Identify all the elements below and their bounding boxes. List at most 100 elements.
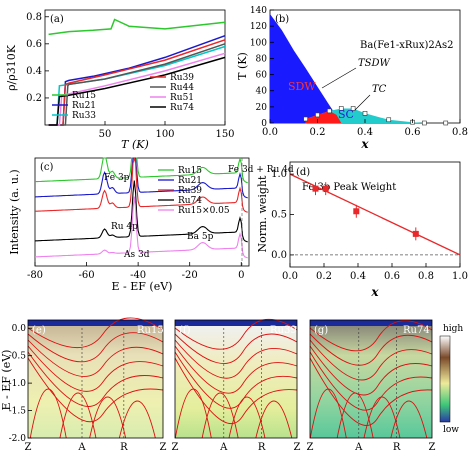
- tc-marker: [303, 116, 308, 122]
- tc-pointer: [354, 94, 371, 111]
- series-line-ru51: [48, 52, 226, 126]
- panel-a-xticks: 50 100 150: [99, 121, 235, 140]
- colorbar-scale: [439, 335, 451, 423]
- panel-e-ylabel: E - EF (eV): [0, 350, 13, 411]
- panel-g-arpes: (g) Ru74: [309, 319, 433, 439]
- data-point: [412, 230, 419, 237]
- panel-c-core-level: (c) Fe 3p Ru 4p As 3d Ba 5p Fe 3d + Ru 4…: [8, 156, 294, 293]
- panel-c-series: [34, 156, 248, 259]
- tc-marker: [338, 106, 344, 111]
- series-line-ru74: [34, 180, 248, 243]
- panel-c-xtick-label: -40: [130, 270, 146, 281]
- panel-d-yticks: 0.0 0.5 1.0: [271, 169, 294, 261]
- panel-f-title: Ru39: [270, 325, 297, 336]
- sc-region-cyan: [305, 108, 446, 123]
- colorbar: high low: [439, 324, 463, 435]
- panel-a-yticks: 0.2 0.4 0.6 0.8: [26, 12, 49, 104]
- data-point: [353, 208, 360, 215]
- series-line-ru74: [48, 56, 226, 126]
- panel-b-regions: [270, 14, 449, 126]
- legend-label-ru33: Ru33: [72, 111, 96, 121]
- panel-f-label: (f): [179, 325, 191, 336]
- panel-b-yticks: 0 20 40 60 80 100 120 140: [250, 6, 274, 129]
- arpes-xtick-label: R: [258, 442, 266, 453]
- sc-region-label: SC: [338, 108, 354, 121]
- band-curve: [59, 392, 97, 439]
- arpes-xtick-label: A: [219, 442, 228, 453]
- panel-e-ytick-label: 0.0: [12, 324, 27, 334]
- panel-d-ylabel: Norm. weight: [256, 175, 269, 252]
- panel-e-image: [28, 320, 163, 438]
- legend-label-ru39: Ru39: [170, 73, 194, 83]
- tsdw-label: TSDW: [358, 58, 391, 69]
- band-curve: [390, 400, 428, 439]
- panel-b-ytick-label: 100: [250, 38, 267, 48]
- panel-a-ylabel: ρ/ρ310K: [5, 44, 18, 91]
- panel-b-xticks: 0.0 0.2 0.4 0.6 0.8: [262, 119, 468, 138]
- panel-d-xlabel: x: [370, 285, 379, 299]
- tc-marker: [315, 112, 320, 118]
- colorbar-high-label: high: [443, 324, 463, 334]
- panel-b-xtick-label: 0.0: [262, 127, 278, 138]
- legend-label-ru74: Ru74: [170, 103, 194, 113]
- panel-d-peak-weight: (d) Fe 3p Peak Weight 0.0 0.2 0.4 0.6 0.8 1.0…: [256, 161, 468, 299]
- sdw-region-label: SDW: [288, 80, 316, 93]
- arpes-xtick-label: Z: [25, 442, 32, 453]
- band-curve: [309, 388, 347, 439]
- band-curve: [309, 357, 433, 426]
- panel-d-xticks: 0.0 0.2 0.4 0.6 0.8 1.0: [282, 263, 468, 282]
- fermi-edge-band: [28, 320, 163, 326]
- panel-e-ytick-label: -1.5: [9, 407, 27, 417]
- panel-g-title: Ru74: [403, 325, 430, 336]
- panel-a-ytick-label: 0.4: [26, 66, 42, 77]
- panel-c-frame: [34, 157, 250, 267]
- band-curve: [201, 392, 239, 439]
- panel-a-series: [48, 18, 226, 126]
- series-line-ru44: [48, 43, 226, 126]
- panel-e-bands: [27, 317, 164, 439]
- series-line-ru39: [34, 157, 248, 213]
- panel-b-ytick-label: 60: [256, 71, 268, 81]
- tc-marker: [327, 108, 332, 114]
- panel-e-label: (e): [32, 325, 46, 336]
- panel-g-label: (g): [314, 325, 328, 336]
- arpes-xtick-label: A: [77, 442, 86, 453]
- as3d-annotation: As 3d: [123, 250, 150, 260]
- panel-b-xlabel: x: [360, 137, 369, 151]
- panel-g-bands: [309, 320, 433, 439]
- panel-a-ytick-label: 0.8: [26, 12, 42, 23]
- band-curve: [174, 339, 298, 379]
- panel-e-ytick-label: -2.0: [9, 434, 27, 444]
- panel-c-xticks: -80 -60 -40 -20 0: [27, 262, 244, 281]
- panel-d-ytick-label: 0.0: [271, 250, 287, 261]
- fermi-edge-band: [310, 320, 432, 326]
- panel-a-frame: [44, 9, 226, 126]
- panel-b-label: (b): [275, 14, 289, 25]
- panel-b-xtick-label: 0.8: [452, 127, 468, 138]
- arpes-xtick-label: A: [354, 442, 363, 453]
- panel-b-ytick-label: 120: [250, 22, 267, 32]
- panel-a-xtick-label: 100: [155, 129, 174, 140]
- band-curve: [174, 357, 298, 425]
- panel-b-ytick-label: 20: [256, 103, 268, 113]
- series-line-ru15x0.05: [34, 196, 248, 259]
- tc-marker: [362, 111, 368, 116]
- tc-marker: [350, 106, 356, 111]
- arpes-xtick-label: Z: [160, 442, 167, 453]
- legend-label-ru74: Ru74: [178, 196, 202, 206]
- panel-f-frame: [174, 319, 298, 439]
- tc-marker: [443, 120, 449, 126]
- colorbar-low-label: low: [443, 425, 459, 435]
- tc-label: TC: [372, 84, 387, 95]
- band-curve: [27, 351, 164, 407]
- panel-g-frame: [309, 319, 433, 439]
- panel-d-xtick-label: 0.2: [316, 271, 332, 282]
- arpes-xtick-label: R: [393, 442, 401, 453]
- panel-e-title: Ru15: [137, 325, 164, 336]
- band-curve: [228, 396, 266, 439]
- panel-g-image: [310, 320, 432, 438]
